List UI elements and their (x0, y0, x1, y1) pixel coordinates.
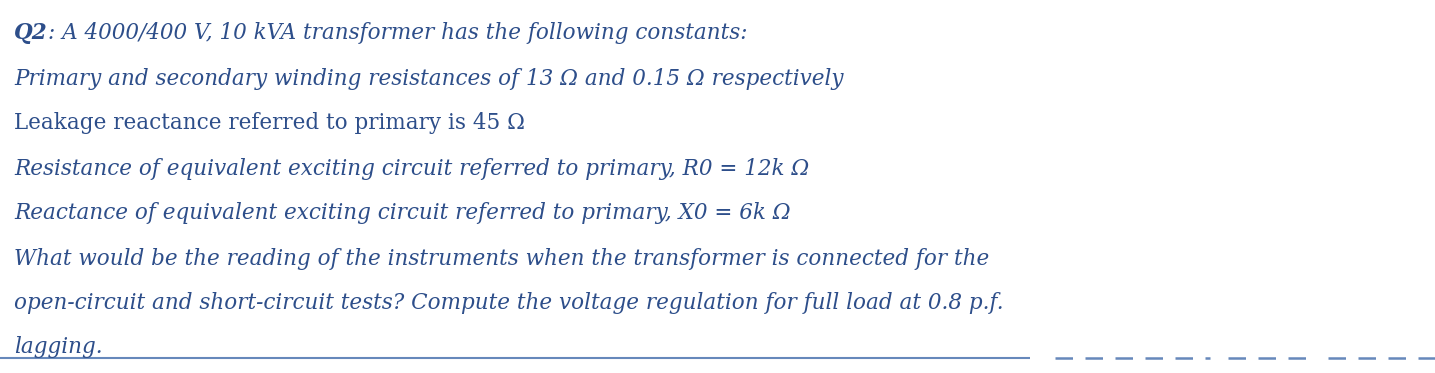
Text: Reactance of equivalent exciting circuit referred to primary, X0 = 6k Ω: Reactance of equivalent exciting circuit… (14, 202, 791, 224)
Text: lagging.: lagging. (14, 336, 103, 358)
Text: open-circuit and short-circuit tests? Compute the voltage regulation for full lo: open-circuit and short-circuit tests? Co… (14, 292, 1003, 314)
Text: Leakage reactance referred to primary is 45 Ω: Leakage reactance referred to primary is… (14, 112, 525, 134)
Text: What would be the reading of the instruments when the transformer is connected f: What would be the reading of the instrum… (14, 248, 989, 270)
Text: : A 4000/400 V, 10 kVA transformer has the following constants:: : A 4000/400 V, 10 kVA transformer has t… (47, 22, 748, 44)
Text: Primary and secondary winding resistances of 13 Ω and 0.15 Ω respectively: Primary and secondary winding resistance… (14, 68, 844, 90)
Text: Q2: Q2 (14, 22, 47, 44)
Text: Resistance of equivalent exciting circuit referred to primary, R0 = 12k Ω: Resistance of equivalent exciting circui… (14, 158, 809, 180)
